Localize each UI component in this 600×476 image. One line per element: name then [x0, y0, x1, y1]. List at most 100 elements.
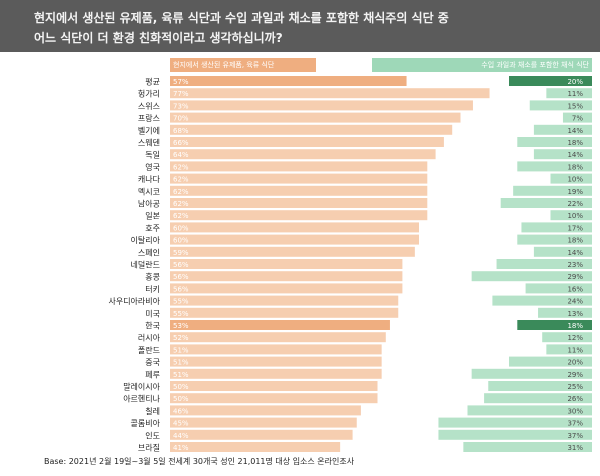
category-label: 캐나다	[138, 175, 161, 184]
left-value-label: 44%	[173, 432, 189, 440]
chart-title-line-1: 현지에서 생산된 유제품, 육류 식단과 수입 과일과 채소를 포함한 채식주의…	[34, 11, 449, 25]
right-value-label: 10%	[567, 212, 583, 220]
right-bar	[529, 100, 592, 111]
category-label: 평균	[145, 77, 160, 87]
right-value-label: 18%	[567, 322, 583, 330]
right-bar	[521, 222, 592, 233]
category-label: 스위스	[138, 102, 160, 111]
left-bar	[170, 259, 403, 269]
right-bar	[517, 161, 592, 172]
left-bar	[170, 210, 428, 221]
right-value-label: 26%	[567, 395, 583, 403]
right-bar	[533, 124, 592, 135]
right-value-label: 18%	[567, 139, 583, 147]
right-value-label: 23%	[567, 261, 583, 269]
right-value-label: 31%	[567, 444, 583, 452]
right-bar	[517, 234, 592, 245]
left-value-label: 51%	[173, 346, 189, 354]
category-label: 터키	[145, 285, 160, 294]
left-bar	[170, 161, 428, 172]
right-bar	[496, 259, 592, 269]
right-bar	[562, 112, 592, 123]
left-value-label: 56%	[173, 273, 189, 281]
left-value-label: 70%	[173, 115, 189, 123]
left-value-label: 55%	[173, 310, 189, 318]
left-bar	[170, 381, 378, 391]
left-value-label: 53%	[173, 322, 189, 330]
right-value-label: 19%	[567, 188, 583, 196]
left-bar	[170, 88, 490, 99]
category-label: 호주	[145, 224, 160, 233]
legend-right-label: 수입 과일과 채소를 포함한 채식 식단	[481, 61, 589, 69]
left-bar	[170, 246, 415, 257]
left-bar	[170, 76, 407, 86]
right-value-label: 12%	[567, 334, 583, 342]
left-value-label: 56%	[173, 261, 189, 269]
category-label: 홍콩	[145, 272, 160, 282]
left-bar	[170, 393, 378, 404]
left-value-label: 77%	[173, 90, 189, 98]
left-bar	[170, 405, 361, 416]
footnote: Base: 2021년 2월 19일~3월 5일 전세계 30개국 성인 21,…	[44, 457, 355, 466]
right-value-label: 13%	[567, 310, 583, 318]
right-bar	[533, 246, 592, 257]
category-label: 영국	[145, 162, 160, 172]
category-label: 브라질	[138, 444, 160, 453]
left-bar	[170, 173, 428, 184]
right-bar	[546, 344, 592, 355]
right-value-label: 25%	[567, 383, 583, 391]
right-value-label: 30%	[567, 407, 583, 415]
left-bar	[170, 295, 399, 306]
left-bar	[170, 429, 353, 440]
category-label: 한국	[145, 322, 160, 331]
left-value-label: 62%	[173, 163, 189, 171]
category-label: 일본	[145, 212, 160, 221]
left-value-label: 68%	[173, 127, 189, 135]
left-value-label: 50%	[173, 383, 189, 391]
category-label: 이탈리아	[131, 235, 161, 245]
right-value-label: 29%	[567, 273, 583, 281]
title-banner: 현지에서 생산된 유제품, 육류 식단과 수입 과일과 채소를 포함한 채식주의…	[0, 0, 600, 52]
right-bar	[513, 185, 592, 196]
left-bar	[170, 112, 461, 123]
left-bar	[170, 307, 399, 318]
category-label: 페루	[145, 369, 160, 379]
left-value-label: 52%	[173, 334, 189, 342]
right-value-label: 24%	[567, 298, 583, 306]
left-bar	[170, 283, 403, 294]
category-label: 칠레	[145, 407, 160, 416]
left-value-label: 56%	[173, 285, 189, 293]
left-value-label: 64%	[173, 151, 189, 159]
right-bar	[438, 429, 592, 440]
category-label: 미국	[145, 309, 160, 318]
left-value-label: 73%	[173, 102, 189, 110]
left-value-label: 51%	[173, 359, 189, 367]
right-value-label: 17%	[567, 224, 583, 232]
left-value-label: 50%	[173, 395, 189, 403]
category-label: 인도	[145, 430, 160, 440]
left-value-label: 59%	[173, 249, 189, 257]
category-label: 스웨덴	[138, 138, 160, 148]
right-value-label: 14%	[567, 151, 583, 159]
left-bar	[170, 185, 428, 196]
right-value-label: 11%	[567, 90, 583, 98]
right-bar	[509, 76, 592, 86]
category-label: 말레이시아	[123, 382, 160, 392]
right-bar	[533, 149, 592, 160]
right-bar	[538, 307, 592, 318]
left-value-label: 60%	[173, 224, 189, 232]
right-bar	[471, 271, 592, 282]
left-bar	[170, 124, 453, 135]
category-label: 사우디아라비아	[108, 296, 160, 306]
right-bar	[492, 295, 592, 306]
category-label: 프랑스	[138, 113, 160, 123]
right-value-label: 20%	[567, 359, 583, 367]
category-label: 네덜란드	[131, 260, 160, 270]
category-label: 러시아	[138, 333, 161, 343]
right-bar	[517, 137, 592, 147]
right-bar	[484, 393, 592, 404]
right-value-label: 7%	[572, 115, 583, 123]
right-value-label: 22%	[567, 200, 583, 208]
left-bar	[170, 344, 382, 355]
